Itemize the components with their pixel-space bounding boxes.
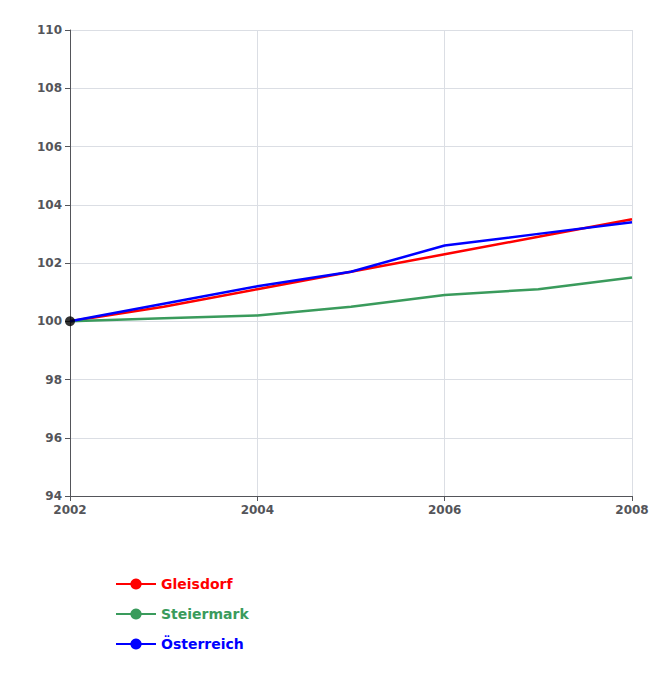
svg-text:2004: 2004 <box>241 503 274 517</box>
svg-text:104: 104 <box>37 198 62 212</box>
svg-text:94: 94 <box>45 489 62 503</box>
svg-text:2008: 2008 <box>615 503 648 517</box>
svg-text:2002: 2002 <box>53 503 86 517</box>
svg-text:96: 96 <box>45 431 62 445</box>
svg-text:98: 98 <box>45 373 62 387</box>
svg-text:110: 110 <box>37 23 62 37</box>
svg-text:2006: 2006 <box>428 503 461 517</box>
svg-text:Gleisdorf: Gleisdorf <box>161 576 233 592</box>
svg-text:Österreich: Österreich <box>161 635 244 652</box>
svg-text:108: 108 <box>37 81 62 95</box>
svg-text:Steiermark: Steiermark <box>161 606 249 622</box>
svg-text:100: 100 <box>37 314 62 328</box>
svg-text:102: 102 <box>37 256 62 270</box>
svg-text:106: 106 <box>37 140 62 154</box>
